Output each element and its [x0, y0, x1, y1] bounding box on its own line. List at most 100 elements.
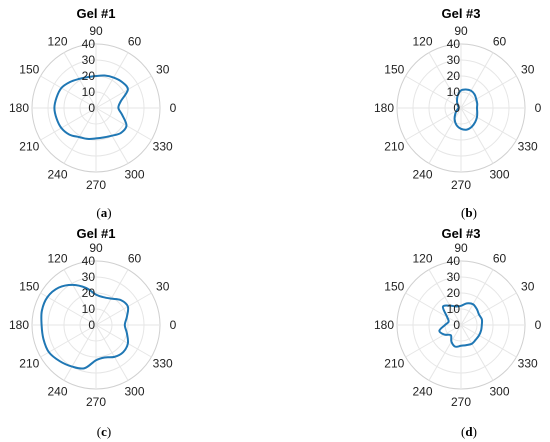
grid-spoke [460, 292, 517, 326]
angle-tick-label: 180 [9, 318, 29, 332]
grid-spoke [95, 52, 129, 109]
angle-tick-label: 240 [47, 168, 67, 182]
radial-tick-label: 30 [447, 53, 461, 67]
angle-tick-label: 180 [374, 318, 394, 332]
grid-spoke [428, 324, 462, 381]
caption-open: ( [97, 424, 101, 439]
grid-spoke [95, 292, 152, 326]
caption-open: ( [461, 424, 465, 439]
grid-spoke [405, 75, 462, 109]
radial-tick-label: 20 [82, 69, 96, 83]
radial-tick-label: 10 [447, 302, 461, 316]
angle-tick-label: 240 [47, 385, 67, 399]
caption-close: ) [107, 424, 111, 439]
angle-tick-label: 0 [170, 101, 177, 115]
chart-title: Gel #3 [441, 6, 480, 21]
grid-spoke [460, 324, 494, 381]
radial-tick-label: 10 [447, 85, 461, 99]
grid-spoke [95, 324, 129, 381]
grid-spoke [63, 107, 97, 164]
panel-caption: (c) [97, 424, 111, 439]
grid-spoke [63, 269, 97, 326]
angle-tick-label: 270 [86, 178, 106, 192]
caption-close: ) [473, 424, 477, 439]
angle-tick-label: 270 [86, 395, 106, 409]
grid-spoke [460, 52, 494, 109]
angle-tick-label: 270 [451, 395, 471, 409]
grid-spoke [405, 324, 462, 358]
polar-chart-1: 0 10 20 30 40 0 30 60 90 120 150 180 210 240 270 300 330… [9, 6, 177, 220]
grid-spoke [40, 324, 97, 358]
grid-spoke [405, 107, 462, 141]
grid-spoke [460, 107, 517, 141]
angle-tick-label: 90 [89, 24, 103, 38]
caption-letter: b [465, 205, 472, 220]
angle-tick-label: 330 [518, 140, 538, 154]
angle-tick-label: 150 [19, 63, 39, 77]
angle-tick-label: 90 [454, 241, 468, 255]
radial-tick-label: 30 [447, 270, 461, 284]
grid-spoke [95, 107, 152, 141]
grid-spoke [95, 324, 152, 358]
angle-tick-label: 0 [535, 318, 542, 332]
polar-chart-2: 0 10 20 30 40 0 30 60 90 120 150 180 210 240 270 300 330… [374, 6, 542, 220]
radial-tick-label: 30 [82, 270, 96, 284]
radial-tick-label: 20 [82, 286, 96, 300]
grid-spoke [428, 269, 462, 326]
radial-tick-label: 0 [453, 101, 460, 115]
angle-tick-label: 210 [384, 357, 404, 371]
caption-letter: a [101, 205, 108, 220]
angle-tick-label: 180 [374, 101, 394, 115]
angle-tick-label: 0 [535, 101, 542, 115]
series-line [453, 88, 479, 131]
grid-spoke [460, 75, 517, 109]
angle-tick-label: 30 [521, 280, 535, 294]
radial-tick-label: 10 [82, 85, 96, 99]
radial-tick-label: 0 [453, 318, 460, 332]
series-line [438, 302, 484, 348]
angle-tick-label: 180 [9, 101, 29, 115]
angle-tick-label: 60 [493, 34, 507, 48]
angle-tick-label: 300 [124, 385, 144, 399]
panel-caption: (d) [461, 424, 477, 439]
angle-tick-label: 120 [47, 34, 67, 48]
angle-tick-label: 150 [19, 280, 39, 294]
caption-letter: d [465, 424, 473, 439]
angle-tick-label: 60 [128, 34, 142, 48]
angle-tick-label: 90 [454, 24, 468, 38]
radial-tick-label: 20 [447, 286, 461, 300]
angle-tick-label: 300 [489, 168, 509, 182]
angle-tick-label: 240 [412, 385, 432, 399]
radial-tick-label: 0 [88, 101, 95, 115]
grid-spoke [40, 107, 97, 141]
grid-spoke [460, 107, 494, 164]
radial-tick-label: 40 [82, 254, 96, 268]
angle-tick-label: 330 [518, 357, 538, 371]
series-line [53, 74, 129, 140]
grid-spoke [40, 292, 97, 326]
caption-close: ) [473, 205, 477, 220]
radial-tick-label: 20 [447, 69, 461, 83]
angle-tick-label: 330 [153, 140, 173, 154]
grid-spoke [405, 292, 462, 326]
angle-tick-label: 0 [170, 318, 177, 332]
grid-spoke [40, 75, 97, 109]
radial-tick-label: 0 [88, 318, 95, 332]
angle-tick-label: 90 [89, 241, 103, 255]
angle-tick-label: 30 [156, 63, 170, 77]
radial-tick-label: 30 [82, 53, 96, 67]
grid-spoke [428, 52, 462, 109]
grid-spoke [460, 324, 517, 358]
angle-tick-label: 210 [19, 140, 39, 154]
angle-tick-label: 150 [384, 280, 404, 294]
angle-tick-label: 60 [493, 251, 507, 265]
angle-tick-label: 300 [124, 168, 144, 182]
angle-tick-label: 30 [521, 63, 535, 77]
grid-spoke [460, 269, 494, 326]
panel-caption: (a) [96, 205, 111, 220]
caption-open: ( [96, 205, 100, 220]
angle-tick-label: 120 [412, 251, 432, 265]
radial-tick-label: 40 [447, 37, 461, 51]
caption-letter: c [101, 424, 107, 439]
angle-tick-label: 120 [412, 34, 432, 48]
